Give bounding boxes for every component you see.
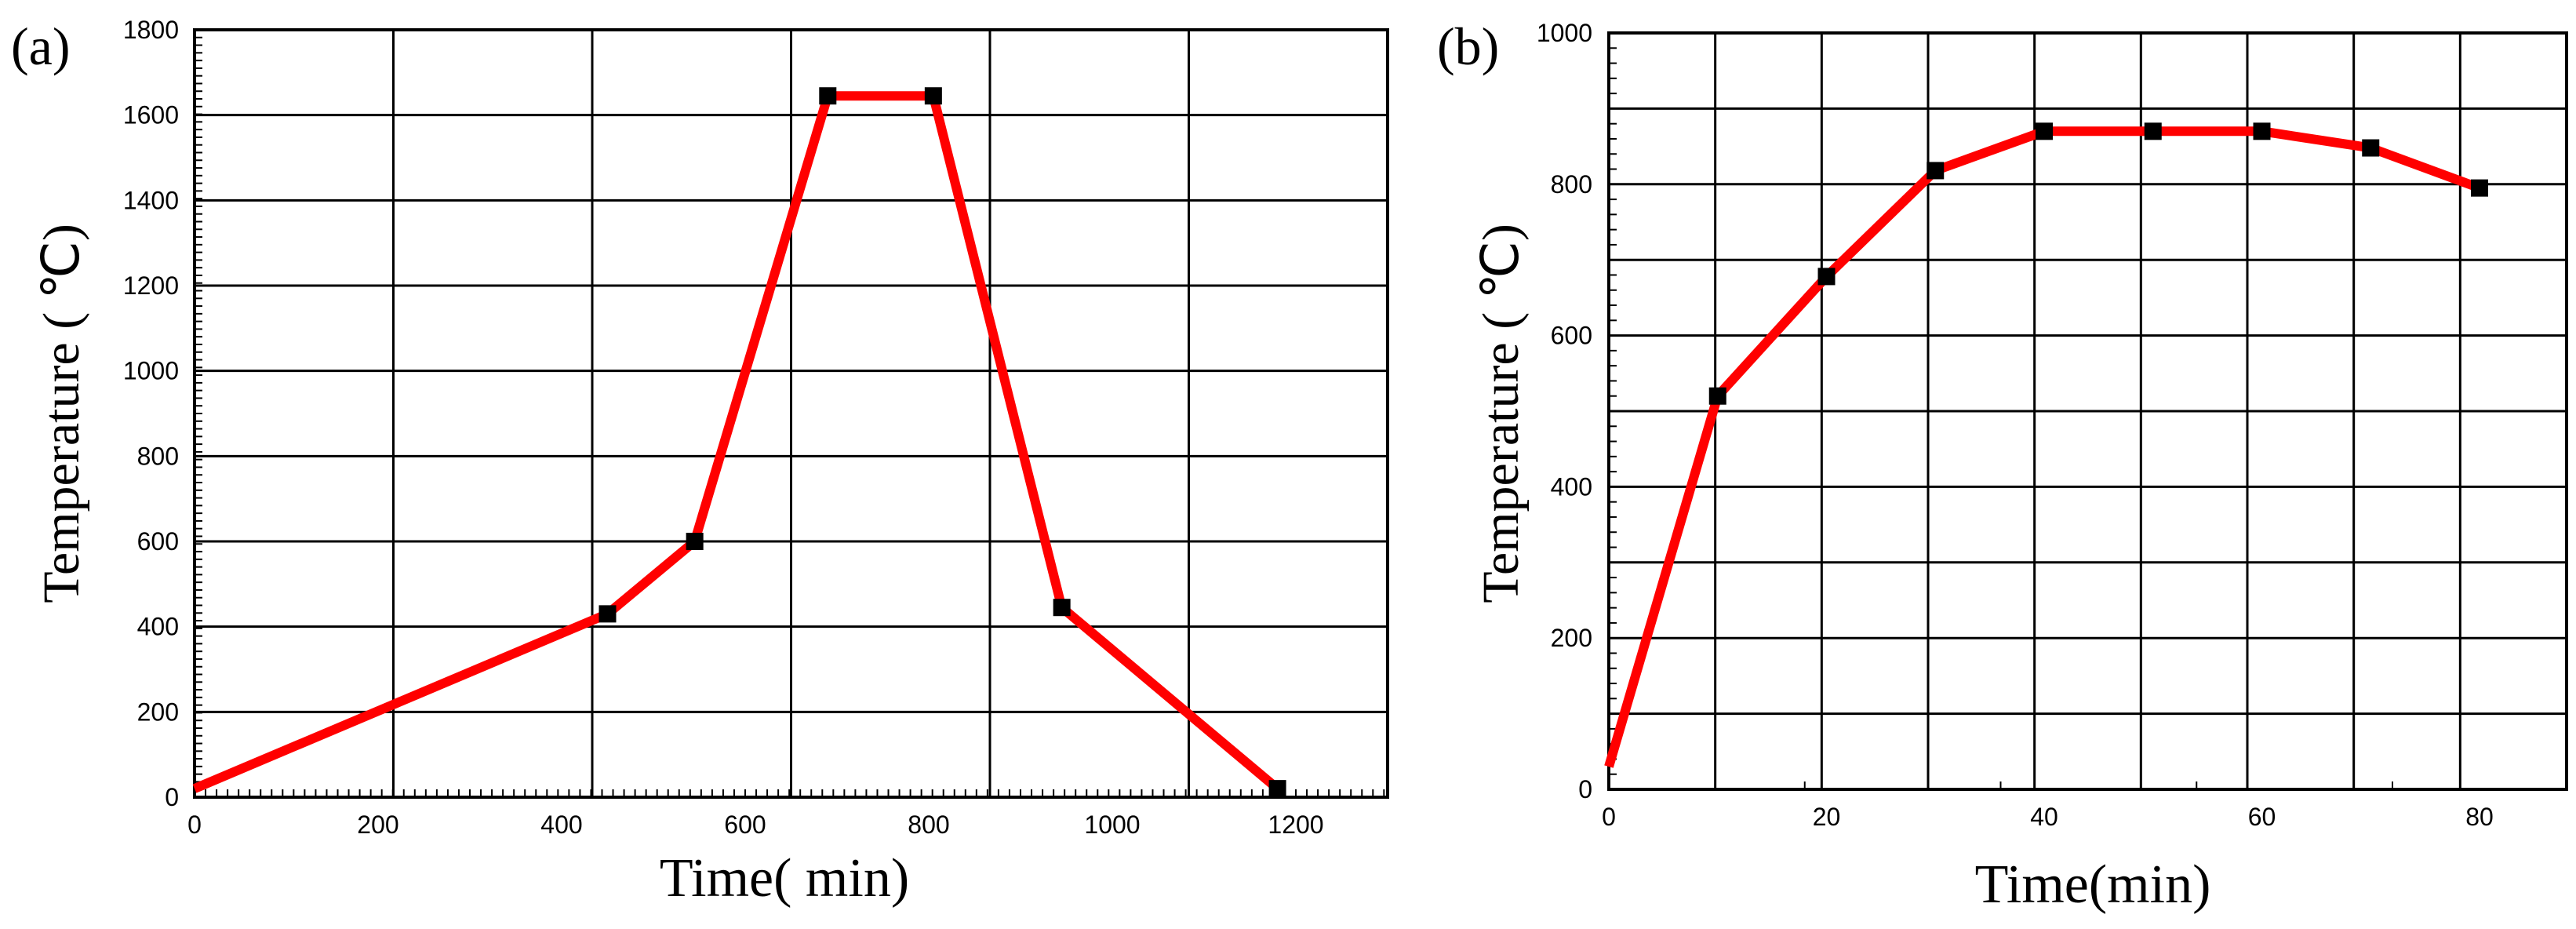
data-point-a (1053, 599, 1071, 617)
series-b (1604, 122, 2488, 768)
panel-a: (a) 0 200 400 600 800 1000 1200 0 200 400 600 800 10… (11, 16, 1389, 909)
x-tick-label: 1000 (1084, 811, 1140, 839)
panel-label-b: (b) (1437, 16, 1499, 76)
y-tick-label: 400 (1551, 472, 1592, 501)
y-tick-label: 400 (137, 613, 179, 641)
y-axis-label-a: Temperature ( ℃) (33, 224, 90, 603)
y-tick-label: 1000 (123, 357, 179, 385)
data-point-b (2036, 122, 2053, 140)
grid-a (195, 30, 1388, 797)
series-a (192, 87, 1286, 798)
y-tick-label: 1600 (123, 101, 179, 129)
data-point-b (1927, 162, 1945, 180)
y-tick-label: 1000 (1537, 19, 1592, 47)
data-point-b (1817, 268, 1836, 286)
y-tick-label: 600 (1551, 322, 1592, 350)
data-point-b (2253, 122, 2271, 140)
data-point-b (2144, 122, 2162, 140)
data-point-a (599, 605, 617, 623)
y-tick-label: 800 (137, 442, 179, 470)
y-tick-label: 1400 (123, 186, 179, 214)
x-tick-label: 600 (724, 811, 766, 839)
y-tick-label: 0 (165, 783, 179, 811)
panel-label-a: (a) (11, 16, 70, 76)
y-tick-label: 600 (137, 527, 179, 556)
y-tick-label: 200 (137, 698, 179, 726)
y-axis-label-b: Temperature ( ℃) (1472, 224, 1530, 603)
x-tick-label: 1200 (1268, 811, 1323, 839)
x-axis-label-b: Time(min) (1975, 854, 2211, 915)
y-tick-label: 1800 (123, 16, 179, 44)
x-tick-label: 200 (357, 811, 398, 839)
y-tick-label: 0 (1578, 775, 1592, 803)
data-point-a (686, 533, 704, 550)
x-tick-label: 40 (2030, 803, 2058, 831)
grid-b (1609, 33, 2567, 789)
x-tick-label: 800 (908, 811, 949, 839)
y-tick-label: 800 (1551, 170, 1592, 199)
x-tick-label: 0 (187, 811, 202, 839)
data-point-b (2471, 179, 2488, 197)
x-tick-label: 0 (1602, 803, 1616, 831)
x-tick-label: 20 (1813, 803, 1841, 831)
series-line-b (1604, 126, 2482, 768)
x-axis-label-a: Time( min) (660, 848, 909, 909)
data-point-a (924, 87, 942, 105)
data-point-b (2362, 139, 2380, 157)
y-tick-label: 200 (1551, 624, 1592, 652)
x-tick-label: 400 (540, 811, 582, 839)
x-tick-label: 80 (2465, 803, 2494, 831)
ticks-a: 0 200 400 600 800 1000 1200 0 200 400 600 800 1000 12… (123, 16, 1385, 839)
x-tick-label: 60 (2248, 803, 2276, 831)
data-point-b (1708, 387, 1726, 405)
data-point-a (819, 87, 837, 105)
y-tick-label: 1200 (123, 271, 179, 300)
data-point-a (1268, 780, 1286, 798)
